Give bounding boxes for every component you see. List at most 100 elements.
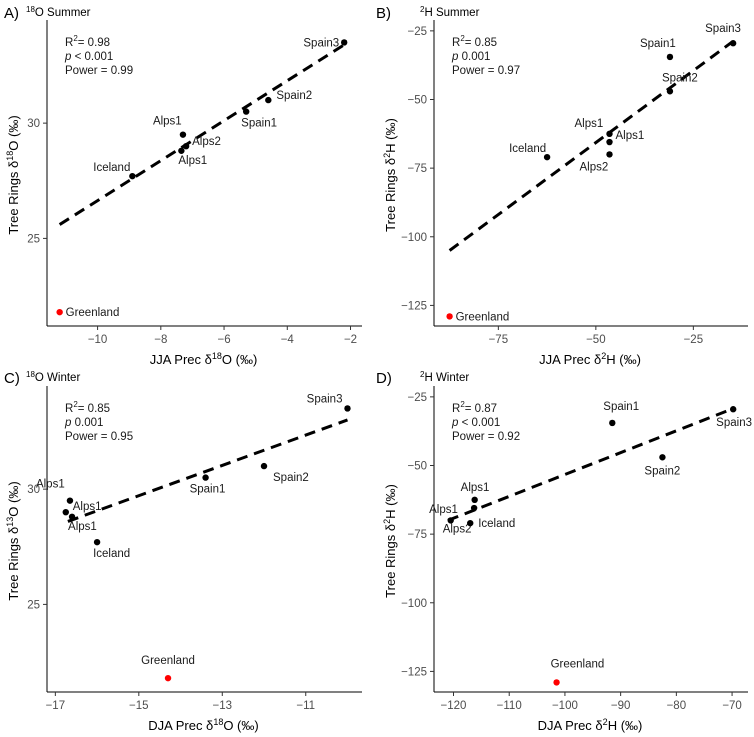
stat-p: p < 0.001 xyxy=(64,51,113,63)
regression-line xyxy=(67,418,348,523)
x-tick-label: −80 xyxy=(667,700,687,712)
data-point xyxy=(62,508,69,516)
point-label: Greenland xyxy=(456,311,510,323)
x-tick-label: −120 xyxy=(441,700,467,712)
data-point xyxy=(265,96,272,104)
point-label: Spain1 xyxy=(241,118,277,130)
x-tick-label: −90 xyxy=(611,700,631,712)
data-point xyxy=(344,405,351,412)
point-label: Iceland xyxy=(93,162,130,174)
stat-power: Power = 0.95 xyxy=(65,431,133,443)
panel-letter: C) xyxy=(4,370,20,387)
point-label: Spain2 xyxy=(273,472,309,484)
point-label: Alps2 xyxy=(580,161,609,173)
data-point xyxy=(447,517,454,524)
data-point xyxy=(66,497,74,504)
point-label: Spain1 xyxy=(640,38,676,50)
data-point xyxy=(606,130,613,138)
stat-p: p < 0.001 xyxy=(451,417,500,429)
panel-title: 18O Summer xyxy=(26,5,91,19)
panel-1: A) 18O Summer −10 −8 −6 −4 −2 25 30 JJA Prec δ18O… xyxy=(4,5,362,367)
x-tick-label: −6 xyxy=(217,334,230,346)
stat-p: p 0.001 xyxy=(451,51,490,63)
y-tick-label: −125 xyxy=(401,666,427,678)
point-label: Alps1 xyxy=(461,482,490,494)
x-tick-label: −15 xyxy=(129,700,149,712)
stat-r2: R2= 0.87 xyxy=(452,400,497,415)
x-tick-label: −4 xyxy=(281,334,295,346)
panel-title: 18O Winter xyxy=(26,370,80,384)
point-label: Spain3 xyxy=(716,417,752,429)
data-point xyxy=(164,674,172,682)
y-axis-title: Tree Rings δ2H (‰) xyxy=(382,484,398,598)
point-label: Spain1 xyxy=(603,401,639,413)
data-point xyxy=(56,308,63,316)
data-point xyxy=(467,519,474,527)
point-label: Greenland xyxy=(141,655,195,667)
point-label: Alps1 xyxy=(73,501,102,513)
x-tick-label: −50 xyxy=(586,334,606,346)
panel-letter: D) xyxy=(376,370,392,387)
stat-r2: R2= 0.98 xyxy=(65,34,110,49)
y-tick-label: −75 xyxy=(407,529,427,541)
y-axis-title: Tree Rings δ2H (‰) xyxy=(382,118,398,232)
stat-power: Power = 0.99 xyxy=(65,65,133,77)
regression-line xyxy=(448,40,734,252)
data-point xyxy=(729,406,737,413)
panel-title: 2H Winter xyxy=(420,370,469,384)
point-label: Greenland xyxy=(551,658,605,670)
x-tick-label: −11 xyxy=(296,700,315,712)
data-point xyxy=(659,454,666,461)
point-label: Spain2 xyxy=(644,465,680,477)
x-tick-label: −75 xyxy=(489,334,509,346)
y-tick-label: 25 xyxy=(27,599,40,611)
stat-p: p 0.001 xyxy=(64,417,103,429)
y-tick-label: 25 xyxy=(27,233,40,245)
point-label: Alps1 xyxy=(153,116,182,128)
stat-power: Power = 0.92 xyxy=(452,431,520,443)
point-label: Alps1 xyxy=(36,479,65,491)
x-tick-label: −100 xyxy=(552,700,578,712)
y-tick-label: −125 xyxy=(401,300,427,312)
data-point xyxy=(178,147,185,154)
data-point xyxy=(729,40,737,47)
y-tick-label: −100 xyxy=(401,598,427,610)
x-tick-label: −17 xyxy=(46,700,66,712)
x-tick-label: −13 xyxy=(213,700,233,712)
regression-line xyxy=(447,406,736,522)
data-point xyxy=(666,53,674,61)
x-axis-title: JJA Prec δ2H (‰) xyxy=(539,351,641,367)
point-label: Alps1 xyxy=(178,155,207,167)
data-point xyxy=(666,88,674,95)
data-point xyxy=(543,153,551,161)
point-label: Alps2 xyxy=(443,523,472,535)
data-point xyxy=(470,504,478,512)
point-label: Alps1 xyxy=(575,118,604,130)
x-tick-label: −70 xyxy=(722,700,742,712)
panel-4: D) 2H Winter −120 −110 −100 −90 −80 −70 −125 −100… xyxy=(376,370,752,733)
point-label: Spain2 xyxy=(662,72,698,84)
y-tick-label: −75 xyxy=(407,163,427,175)
y-tick-label: −25 xyxy=(407,26,427,38)
x-tick-label: −2 xyxy=(344,334,357,346)
point-label: Spain2 xyxy=(276,90,312,102)
regression-line xyxy=(58,43,345,226)
data-point xyxy=(68,513,76,520)
x-tick-label: −10 xyxy=(88,334,108,346)
stat-power: Power = 0.97 xyxy=(452,65,520,77)
y-tick-label: 30 xyxy=(27,484,40,496)
data-point xyxy=(93,538,101,546)
point-label: Spain1 xyxy=(190,484,226,496)
y-tick-label: −50 xyxy=(407,95,427,107)
panel-letter: B) xyxy=(376,5,391,22)
x-tick-label: −110 xyxy=(497,700,522,712)
point-label: Spain3 xyxy=(705,23,741,35)
data-point xyxy=(260,462,268,470)
data-point xyxy=(340,39,348,46)
panel-2: B) 2H Summer −75 −50 −25 −125 −100 −75 −50 −25 JJA… xyxy=(376,5,748,367)
point-label: Spain3 xyxy=(303,37,339,49)
stat-r2: R2= 0.85 xyxy=(65,400,110,415)
point-label: Spain3 xyxy=(307,393,343,405)
data-point xyxy=(129,172,136,180)
